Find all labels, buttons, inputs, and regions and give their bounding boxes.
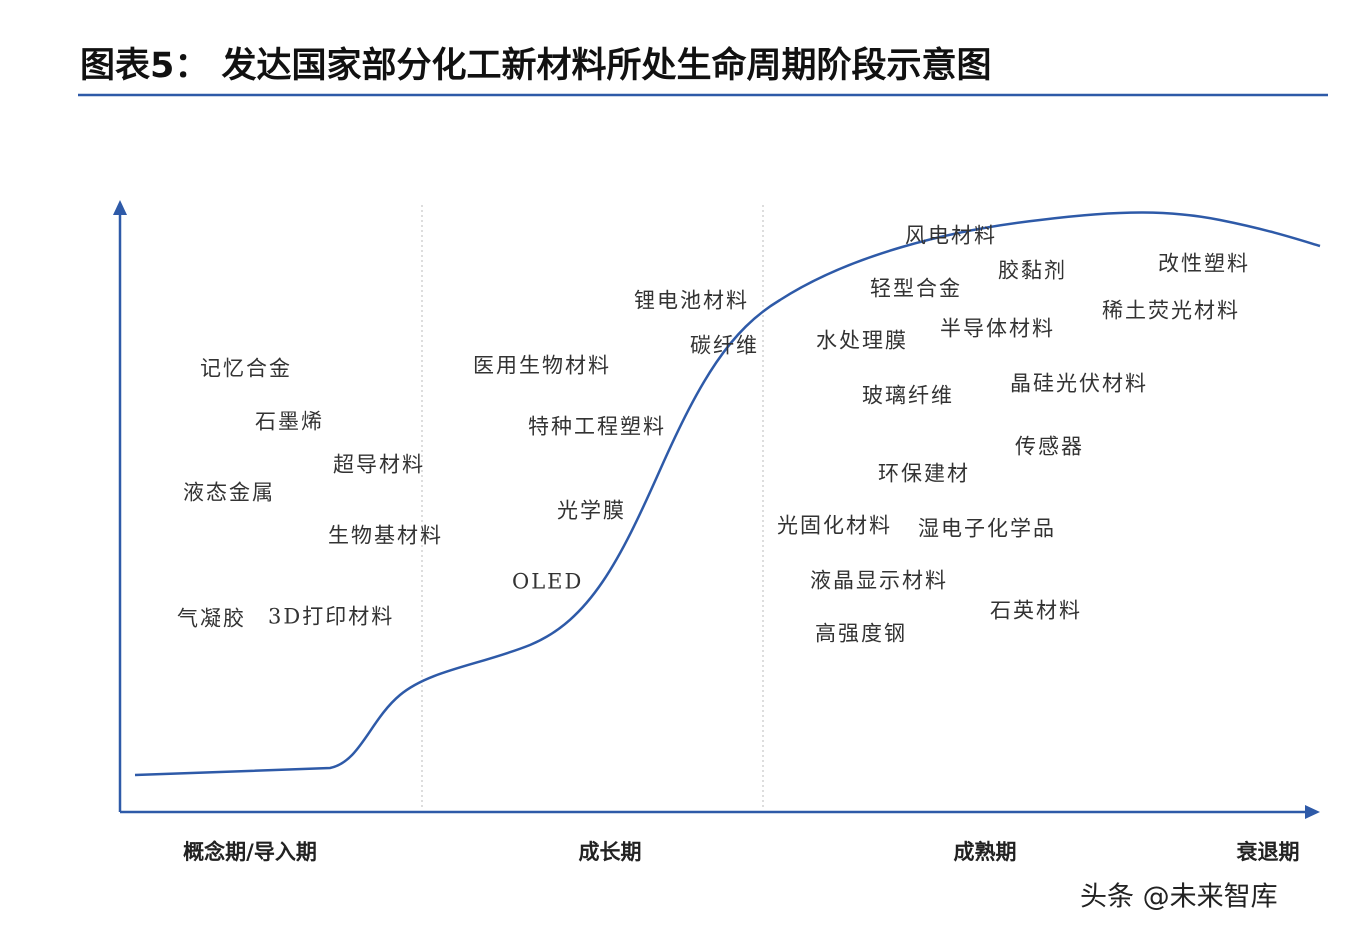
material-label: 玻璃纤维	[862, 384, 954, 408]
material-label: 传感器	[1015, 435, 1084, 459]
material-label: 石英材料	[990, 599, 1082, 623]
material-label: 石墨烯	[255, 410, 324, 434]
lifecycle-curve	[134, 211, 1321, 777]
material-label: 稀土荧光材料	[1102, 299, 1240, 323]
material-label: 生物基材料	[328, 524, 443, 548]
material-label: 轻型合金	[870, 277, 962, 301]
material-label: 风电材料	[905, 224, 997, 248]
material-label: 胶黏剂	[998, 259, 1067, 283]
stage-label: 概念期/导入期	[183, 840, 317, 864]
material-label: OLED	[512, 570, 583, 594]
material-label: 气凝胶	[177, 607, 246, 631]
material-label: 半导体材料	[940, 317, 1055, 341]
watermark: 头条 @未来智库	[1080, 882, 1278, 913]
material-label: 锂电池材料	[634, 289, 749, 313]
material-label: 晶硅光伏材料	[1010, 372, 1148, 396]
material-label: 液态金属	[183, 481, 275, 505]
material-label: 3D打印材料	[268, 605, 394, 629]
material-label: 环保建材	[878, 462, 970, 486]
material-label: 高强度钢	[815, 622, 907, 646]
x-arrow	[1305, 805, 1320, 819]
material-label: 医用生物材料	[473, 354, 611, 378]
material-label: 超导材料	[333, 453, 425, 477]
material-label: 湿电子化学品	[918, 517, 1056, 541]
y-arrow	[113, 200, 127, 215]
material-label: 液晶显示材料	[810, 569, 948, 593]
material-label: 水处理膜	[816, 329, 908, 353]
material-label: 特种工程塑料	[528, 415, 666, 439]
stage-label: 衰退期	[1237, 840, 1300, 864]
title: 图表5： 发达国家部分化工新材料所处生命周期阶段示意图	[80, 45, 992, 86]
material-label: 光固化材料	[777, 514, 892, 538]
material-label: 碳纤维	[690, 334, 759, 358]
material-label: 光学膜	[557, 499, 626, 523]
stage-label: 成熟期	[954, 840, 1017, 864]
material-label: 改性塑料	[1158, 252, 1250, 276]
material-label: 记忆合金	[200, 357, 292, 381]
stage-label: 成长期	[579, 840, 642, 864]
